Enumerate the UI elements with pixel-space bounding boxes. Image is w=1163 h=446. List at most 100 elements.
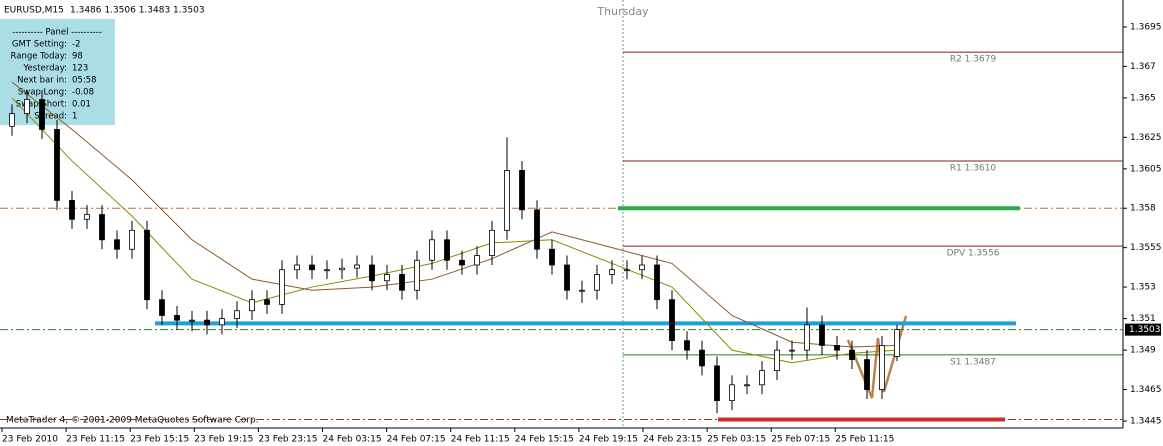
candle-body [324,269,330,272]
candle-body [549,248,555,266]
candle-body [309,264,315,271]
candle-body [429,239,435,261]
quote: 1.3486 1.3506 1.3483 1.3503 [70,6,205,16]
candle-body [204,319,210,326]
candle-body [399,274,405,291]
candle-body [789,349,795,352]
x-tick-label: 24 Feb 19:15 [579,435,638,445]
candle-body [849,349,855,360]
candle-body [24,99,30,115]
candle-body [219,318,225,326]
candle-body [384,274,390,282]
panel-value: -0.08 [72,88,94,98]
candle-body [879,344,885,390]
candle-body [264,299,270,305]
price-tag-label: 1.3503 [1129,325,1161,335]
day-label: Thursday [596,5,649,18]
candle-body [144,229,150,301]
candle-body [744,384,750,387]
candle-body [279,269,285,305]
candle-body [519,170,525,211]
candle-body [774,349,780,372]
y-tick-label: 1.3555 [1130,243,1162,253]
panel-key: Range Today: [11,52,67,62]
panel-value: 0.01 [72,100,91,110]
x-tick-label: 23 Feb 2010 [2,435,58,445]
x-tick-label: 23 Feb 23:15 [258,435,317,445]
candle-body [489,229,495,256]
candle-body [84,214,90,220]
y-tick-label: 1.349 [1130,346,1156,356]
panel-title: ---------- Panel ---------- [12,28,102,38]
candle-body [369,264,375,282]
panel-key: Yesterday: [22,64,67,74]
candle-body [159,299,165,316]
x-tick-label: 24 Feb 07:15 [387,435,446,445]
panel-value: 123 [72,64,88,74]
candle-body [684,340,690,351]
y-tick-label: 1.358 [1130,204,1156,214]
candle-body [534,209,540,250]
candle-body [654,264,660,301]
panel-value: 98 [72,52,83,62]
panel-key: Next bar in: [17,76,67,86]
candle-body [444,239,450,261]
candle-body [114,239,120,250]
candle-body [729,384,735,401]
x-tick-label: 25 Feb 07:15 [771,435,830,445]
panel-value: -2 [72,40,80,50]
x-tick-label: 23 Feb 19:15 [194,435,253,445]
symbol: EURUSD,M15 [4,6,64,16]
pivot-label: S1 1.3487 [950,357,996,367]
info-panel: ---------- Panel ----------GMT Setting: -… [0,19,115,125]
y-tick-label: 1.3625 [1130,133,1162,143]
candle-body [474,255,480,266]
candle-body [714,365,720,401]
candle-body [174,315,180,321]
candle-body [699,349,705,367]
x-tick-label: 25 Feb 11:15 [835,435,894,445]
y-tick-label: 1.365 [1130,93,1156,103]
candle-body [864,359,870,390]
candle-body [129,229,135,250]
y-tick-label: 1.3695 [1130,22,1162,32]
pivot-label: DPV 1.3556 [947,249,1000,259]
candle-body [414,259,420,291]
x-tick-label: 24 Feb 03:15 [323,435,382,445]
x-tick-label: 24 Feb 23:15 [643,435,702,445]
candle-body [189,319,195,322]
candle-body [594,274,600,291]
candle-body [609,269,615,275]
price-tag [1125,323,1161,336]
y-tick-label: 1.3605 [1130,164,1162,174]
candle-body [669,299,675,342]
y-tick-label: 1.367 [1130,62,1156,72]
candle-body [339,267,345,271]
candle-body [804,324,810,351]
panel-value: 05:58 [72,76,97,86]
candle-body [894,329,900,357]
candle-body [504,170,510,231]
x-tick-label: 23 Feb 11:15 [66,435,125,445]
candle-body [564,264,570,291]
y-tick-label: 1.3465 [1130,385,1162,395]
candle-body [294,264,300,271]
candle-body [624,269,630,272]
x-tick-label: 23 Feb 15:15 [130,435,189,445]
candle-body [459,259,465,266]
y-tick-label: 1.3445 [1130,417,1162,427]
panel-value: 1 [72,112,77,122]
pivot-label: R2 1.3679 [950,55,997,65]
candle-body [99,214,105,241]
x-tick-label: 24 Feb 15:15 [515,435,574,445]
candle-body [39,99,45,130]
candle-body [69,199,75,220]
candle-body [639,264,645,271]
y-tick-label: 1.351 [1130,314,1156,324]
footer: MetaTrader 4, © 2001-2009 MetaQuotes Sof… [6,416,259,426]
candle-body [819,324,825,346]
candle-body [354,264,360,269]
panel-box [0,19,115,125]
